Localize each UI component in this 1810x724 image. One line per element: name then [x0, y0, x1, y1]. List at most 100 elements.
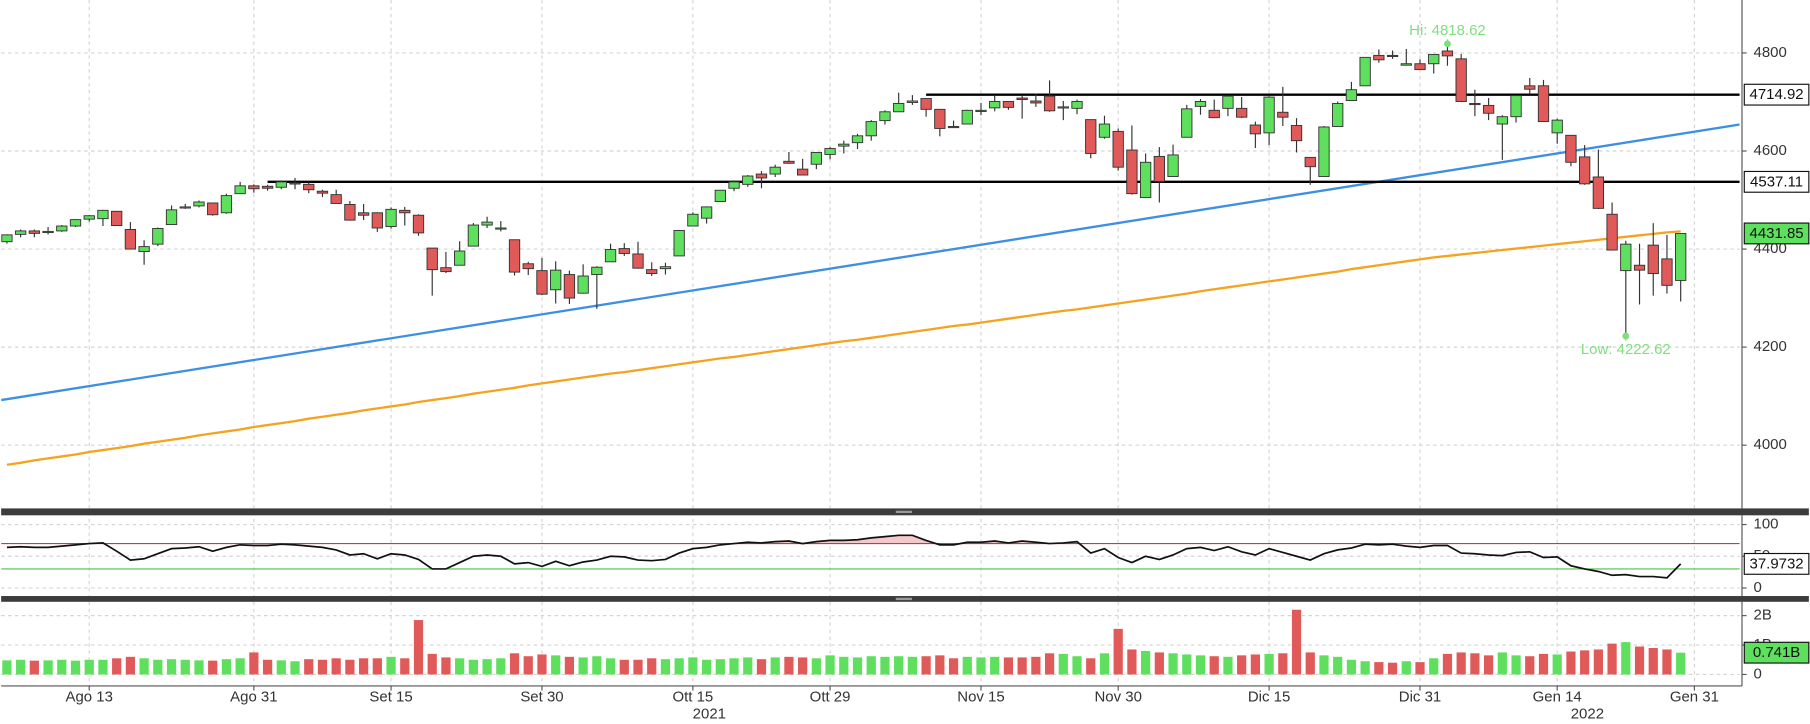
candle-body — [508, 239, 521, 273]
volume-bar — [825, 655, 835, 675]
candle-body — [124, 228, 137, 250]
volume-bar — [537, 654, 547, 675]
candle-body — [1428, 53, 1440, 65]
candle-body — [1524, 85, 1536, 90]
candle-body — [1373, 54, 1385, 61]
candle-body — [454, 250, 466, 266]
level-tag-box — [1743, 83, 1810, 106]
candle-body — [1071, 101, 1083, 109]
volume-bar — [1086, 658, 1096, 675]
candle-body — [1578, 156, 1591, 185]
volume-bar — [166, 659, 177, 675]
volume-bar — [1552, 654, 1562, 675]
x-tick-label: Set 15 — [369, 688, 412, 705]
volume-bar — [1456, 652, 1466, 675]
candle-body — [1043, 95, 1056, 112]
volume-bar — [1291, 609, 1302, 675]
candle-body — [97, 209, 109, 220]
volume-bar — [262, 659, 273, 675]
volume-bar — [427, 653, 437, 675]
volume-bar — [1182, 654, 1192, 675]
volume-bar — [770, 657, 780, 675]
volume-bar — [249, 652, 259, 675]
candle-body — [1085, 119, 1097, 154]
candle-body — [1496, 116, 1508, 125]
volume-bar — [1237, 655, 1247, 675]
candle-body — [989, 101, 1001, 109]
x-tick-label: Nov 30 — [1094, 688, 1141, 705]
volume-tag-label: 0.741B — [1753, 644, 1800, 661]
candle-body — [1551, 119, 1563, 134]
candle-body — [165, 209, 178, 226]
volume-bar — [551, 655, 561, 675]
volume-bar — [976, 657, 986, 675]
y-tick-label: 4800 — [1754, 44, 1787, 61]
candle-body — [646, 269, 658, 275]
x-tick-label: Ott 29 — [810, 688, 851, 705]
volume-bar — [729, 658, 739, 675]
candle-body — [920, 98, 932, 110]
level-tag-box — [1743, 170, 1810, 193]
rsi-tag-box — [1743, 552, 1810, 575]
candle-body — [975, 109, 987, 112]
candle-body — [14, 230, 27, 235]
candle-body — [1386, 54, 1399, 58]
volume-bar — [359, 658, 369, 675]
x-tick-label: Ott 15 — [672, 688, 713, 705]
candle-body — [275, 181, 287, 188]
candle-body — [1345, 89, 1358, 101]
volume-bar — [345, 659, 355, 675]
volume-bar — [1058, 653, 1068, 675]
volume-bar — [153, 659, 163, 675]
candle-body — [179, 206, 191, 209]
candle-body — [522, 263, 534, 270]
candle-body — [28, 230, 41, 234]
candle-body — [316, 190, 329, 194]
volume-bar — [1470, 653, 1480, 675]
volume-bar — [784, 656, 794, 675]
candle-body — [1098, 123, 1111, 138]
candle-body — [783, 160, 795, 164]
candle-body — [1153, 155, 1165, 182]
volume-bar — [1209, 656, 1219, 675]
annotation-dot — [1622, 332, 1630, 340]
volume-bar — [619, 659, 629, 675]
price-panel — [1, 43, 1740, 466]
volume-bar — [1442, 653, 1453, 675]
candle-body — [69, 219, 82, 227]
candle-body — [659, 266, 672, 270]
volume-bar — [688, 657, 698, 675]
candle-body — [248, 185, 260, 190]
volume-bar — [1154, 652, 1164, 675]
candle-body — [1482, 104, 1495, 114]
volume-bar — [1415, 662, 1425, 675]
level-tag-label: 4537.11 — [1750, 173, 1803, 190]
candle-body — [385, 208, 397, 227]
volume-bar — [523, 656, 533, 675]
y-tick-label: 0 — [1754, 579, 1762, 596]
volume-bar — [921, 656, 931, 675]
last-price-tag-label: 4431.85 — [1750, 225, 1804, 242]
candle-body — [289, 182, 301, 185]
candle-body — [193, 201, 205, 207]
candle-body — [234, 185, 246, 195]
candle-body — [1661, 258, 1673, 286]
last-price-tag-box — [1743, 222, 1810, 245]
volume-bar — [208, 660, 218, 675]
candle-body — [728, 181, 740, 189]
volume-bar — [674, 658, 684, 675]
volume-bar — [482, 659, 492, 675]
trend-line — [1, 123, 1740, 402]
candle-body — [1002, 101, 1015, 108]
volume-bar — [84, 659, 94, 675]
volume-bar — [180, 659, 190, 675]
volume-bar — [509, 653, 520, 675]
volume-panel — [2, 609, 1686, 675]
candle-body — [1030, 100, 1042, 104]
candle-body — [467, 224, 480, 247]
candle-body — [577, 275, 589, 294]
volume-bar — [1621, 642, 1631, 675]
volume-bar — [811, 658, 821, 675]
